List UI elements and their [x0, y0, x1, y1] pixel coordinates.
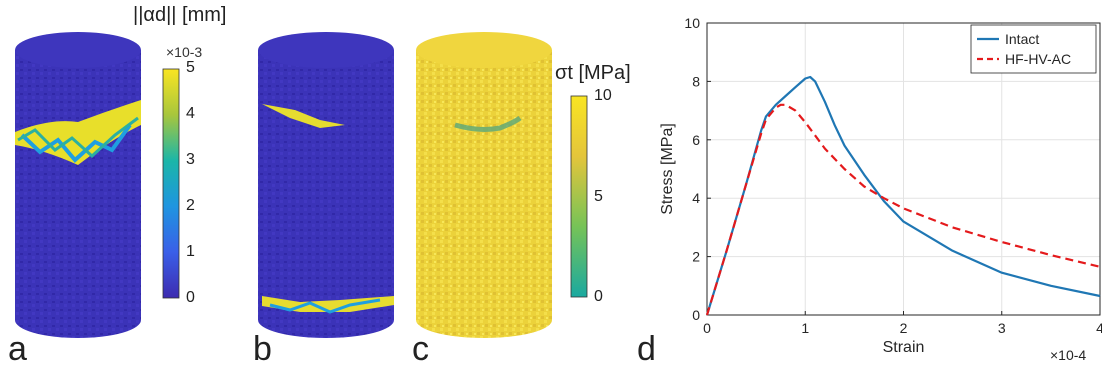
- y-tick-label: 8: [692, 73, 700, 89]
- x-axis-exponent: ×10-4: [1050, 347, 1086, 363]
- x-tick-label: 4: [1096, 320, 1102, 336]
- x-tick-label: 1: [801, 320, 809, 336]
- panel-label-a: a: [8, 330, 27, 368]
- y-tick-label: 0: [692, 307, 700, 323]
- x-tick-label: 3: [998, 320, 1006, 336]
- panel-label-b: b: [253, 330, 272, 368]
- panel-label-d: d: [637, 330, 656, 368]
- y-tick-label: 6: [692, 132, 700, 148]
- colorbar-a-tick: 3: [186, 151, 195, 168]
- colorbar-a-tick: 0: [186, 289, 195, 306]
- colorbar-a-title: ||αd|| [mm]: [133, 4, 227, 26]
- stress-strain-chart: 0 1 2 3 4 0 2 4 6 8 10 Strain Stress [MPa] ×10-4 Intac…: [659, 15, 1102, 363]
- x-axis-label: Strain: [883, 339, 925, 356]
- colorbar-a-tick: 5: [186, 59, 195, 76]
- y-tick-label: 2: [692, 249, 700, 265]
- panel-label-c: c: [412, 330, 429, 368]
- colorbar-c-tick: 10: [594, 87, 612, 104]
- x-tick-label: 0: [703, 320, 711, 336]
- cylinder-b: [258, 32, 394, 338]
- legend-box: [970, 24, 1097, 74]
- y-tick-label: 10: [684, 15, 700, 31]
- colorbar-c-title: σt [MPa]: [555, 62, 631, 84]
- series-line-hf-hv-ac: [705, 103, 1101, 316]
- legend-entry: Intact: [1005, 31, 1039, 47]
- colorbar-a-tick: 1: [186, 243, 195, 260]
- y-tick-label: 4: [692, 190, 700, 206]
- colorbar-c-tick: 5: [594, 188, 603, 205]
- y-axis-label: Stress [MPa]: [659, 123, 676, 215]
- colorbar-a-exponent: ×10-3: [166, 44, 203, 60]
- colorbar-c-tick: 0: [594, 288, 603, 305]
- colorbar-a: [162, 68, 180, 299]
- x-tick-label: 2: [900, 320, 908, 336]
- legend-entry: HF-HV-AC: [1005, 51, 1071, 67]
- cylinder-a: [15, 32, 141, 338]
- colorbar-a-tick: 2: [186, 197, 195, 214]
- cylinder-c: [416, 32, 552, 338]
- colorbar-c: [570, 95, 588, 298]
- colorbar-a-tick: 4: [186, 105, 195, 122]
